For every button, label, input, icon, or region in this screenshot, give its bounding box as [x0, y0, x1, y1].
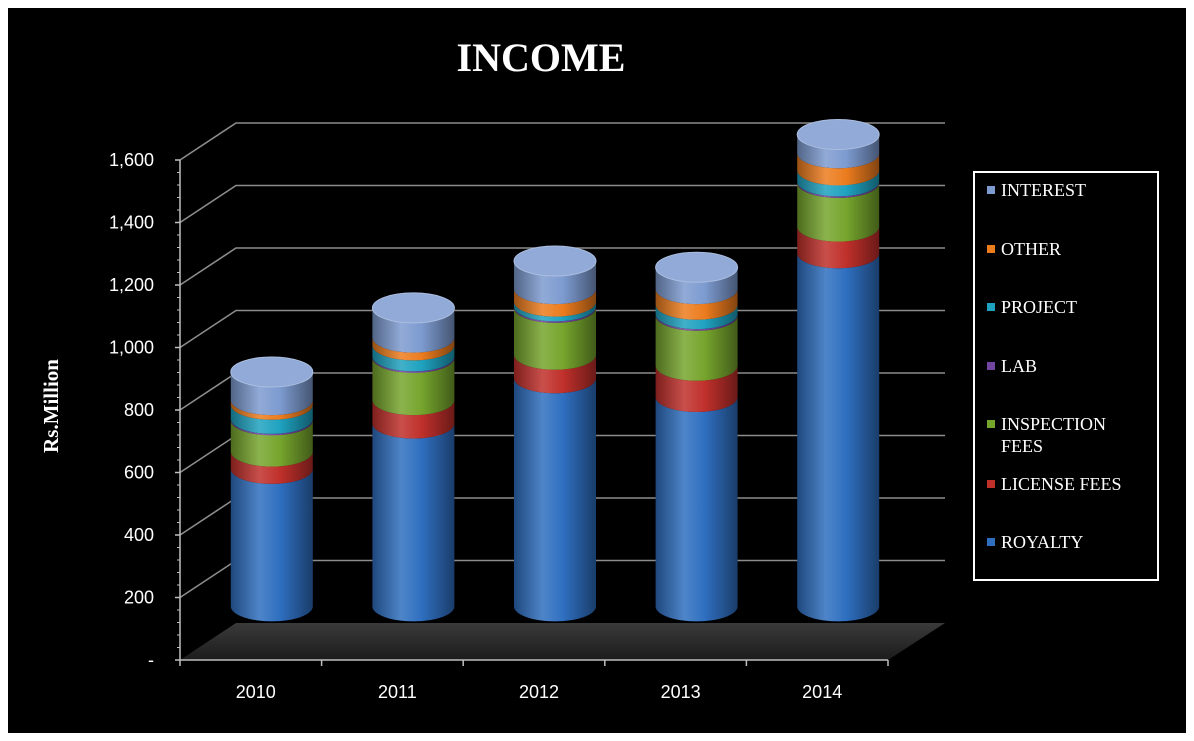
- bar-segment-license-fees: [655, 365, 738, 412]
- bar-segment-other: [655, 289, 738, 320]
- bar-segment-project: [230, 404, 313, 434]
- legend-swatch: [987, 362, 995, 370]
- bar-segment-project: [514, 301, 596, 322]
- bar-segment-royalty: [372, 423, 455, 622]
- bar-segment-project: [372, 345, 455, 372]
- legend-label: INSPECTION FEES: [1001, 414, 1106, 456]
- bar-segment-interest: [655, 267, 738, 305]
- bar-stack-2013: [655, 251, 739, 622]
- legend-entry-inspection-fees: INSPECTION FEES: [987, 414, 1106, 456]
- legend-label: PROJECT: [1001, 297, 1077, 317]
- chart-floor: [180, 623, 945, 660]
- bar-top-cap: [230, 356, 314, 388]
- legend-label: OTHER: [1001, 239, 1061, 259]
- y-axis-label: Rs.Million: [39, 359, 63, 453]
- bar-segment-other: [230, 400, 313, 420]
- legend-label: LAB: [1001, 356, 1037, 376]
- bar-segment-royalty: [514, 378, 596, 622]
- bar-segment-license-fees: [514, 354, 596, 394]
- bar-segment-license-fees: [372, 400, 455, 439]
- x-tick-label: 2011: [378, 682, 417, 702]
- legend-entry-project: PROJECT: [987, 297, 1077, 317]
- x-tick-label: 2014: [802, 682, 842, 702]
- bar-stack-2011: [371, 292, 455, 622]
- y-tick-label: -: [148, 650, 154, 670]
- bar-top-cap: [796, 118, 880, 150]
- legend-swatch: [987, 303, 995, 311]
- bar-segment-interest: [514, 261, 596, 305]
- y-tick-label: 1,200: [109, 275, 154, 295]
- bar-segment-other: [797, 153, 880, 186]
- bar-top-cap: [513, 245, 597, 277]
- bar-stack-2012: [513, 245, 597, 622]
- bar-segment-royalty: [230, 468, 313, 622]
- bar-segment-other: [514, 289, 596, 317]
- legend-swatch: [987, 480, 995, 488]
- x-tick-label: 2013: [661, 682, 701, 702]
- gridline: [179, 247, 945, 286]
- y-tick-label: 1,600: [109, 150, 154, 170]
- bar-segment-license-fees: [230, 451, 313, 484]
- x-axis-ticks: 2010 2011 2012 2013 2014: [179, 660, 889, 702]
- legend-box: [973, 171, 1159, 581]
- legend-swatch: [987, 538, 995, 546]
- legend-entry-other: OTHER: [987, 239, 1061, 259]
- bar-segment-inspection-fees: [372, 357, 455, 416]
- bar-segment-interest: [797, 134, 880, 169]
- bar-segment-interest: [230, 371, 313, 416]
- bar-segment-license-fees: [797, 226, 880, 269]
- x-tick-label: 2010: [236, 682, 276, 702]
- legend-swatch: [987, 420, 995, 428]
- bar-segment-inspection-fees: [797, 182, 880, 242]
- bar-segment-royalty: [655, 396, 738, 622]
- legend-label: INTEREST: [1001, 180, 1086, 200]
- bar-segment-interest: [372, 307, 455, 353]
- bar-segment-project: [655, 304, 738, 330]
- income-chart: INCOME - 200 400 600 800 1,000 1,200 1,400 1,600…: [39, 35, 1159, 702]
- gridline: [179, 184, 945, 224]
- legend-label: ROYALTY: [1001, 532, 1083, 552]
- y-tick-label: 1,400: [109, 213, 154, 233]
- x-tick-label: 2012: [519, 682, 559, 702]
- bar-segment-inspection-fees: [514, 307, 596, 370]
- legend-swatch: [987, 186, 995, 194]
- bar-segment-other: [372, 337, 455, 361]
- y-axis-ticks: - 200 400 600 800 1,000 1,200 1,400 1,600: [109, 150, 180, 670]
- legend-entry-royalty: ROYALTY: [987, 532, 1083, 552]
- legend-entry-interest: INTEREST: [987, 180, 1086, 200]
- y-tick-label: 600: [124, 463, 154, 483]
- legend: INTEREST OTHER PROJECT LAB INSPECTION FEES LIC…: [973, 171, 1159, 581]
- legend-swatch: [987, 245, 995, 253]
- chart-title: INCOME: [457, 35, 626, 80]
- y-tick-label: 200: [124, 588, 154, 608]
- bar-segment-royalty: [797, 253, 880, 622]
- bar-segment-project: [797, 170, 880, 197]
- bar-stacks: [230, 118, 880, 622]
- y-tick-label: 400: [124, 525, 154, 545]
- bar-top-cap: [655, 251, 739, 283]
- chart-frame: INCOME - 200 400 600 800 1,000 1,200 1,400 1,600…: [8, 8, 1186, 733]
- bar-segment-inspection-fees: [230, 420, 313, 467]
- y-tick-label: 1,000: [109, 338, 154, 358]
- y-tick-label: 800: [124, 400, 154, 420]
- legend-label: LICENSE FEES: [1001, 474, 1122, 494]
- legend-entry-license-fees: LICENSE FEES: [987, 474, 1122, 494]
- bar-stack-2010: [230, 356, 314, 622]
- legend-entry-lab: LAB: [987, 356, 1037, 376]
- bar-top-cap: [371, 292, 455, 324]
- bar-segment-inspection-fees: [655, 315, 738, 381]
- gridline: [179, 122, 945, 161]
- bar-stack-2014: [796, 118, 880, 622]
